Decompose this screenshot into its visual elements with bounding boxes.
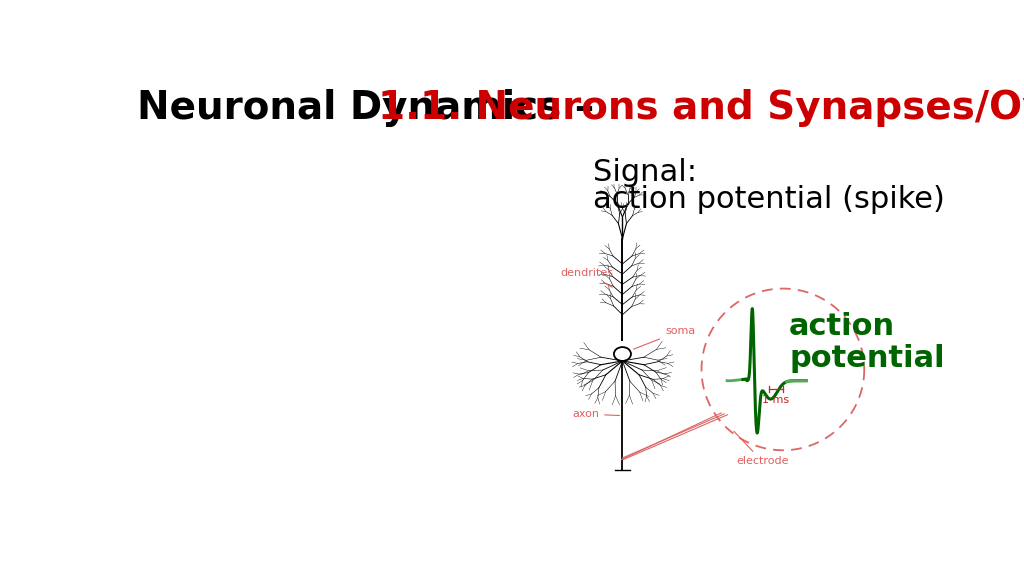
Text: 1.1. Neurons and Synapses/Overview: 1.1. Neurons and Synapses/Overview	[378, 89, 1024, 127]
Text: Neuronal Dynamics –: Neuronal Dynamics –	[137, 89, 608, 127]
Text: action
potential: action potential	[790, 312, 945, 373]
Text: soma: soma	[634, 326, 695, 349]
Text: 1 ms: 1 ms	[762, 395, 790, 405]
Text: action potential (spike): action potential (spike)	[593, 185, 945, 214]
Text: Signal:: Signal:	[593, 158, 697, 187]
Text: axon: axon	[572, 409, 620, 419]
Text: electrode: electrode	[734, 431, 788, 466]
Text: dendrites: dendrites	[560, 268, 613, 287]
